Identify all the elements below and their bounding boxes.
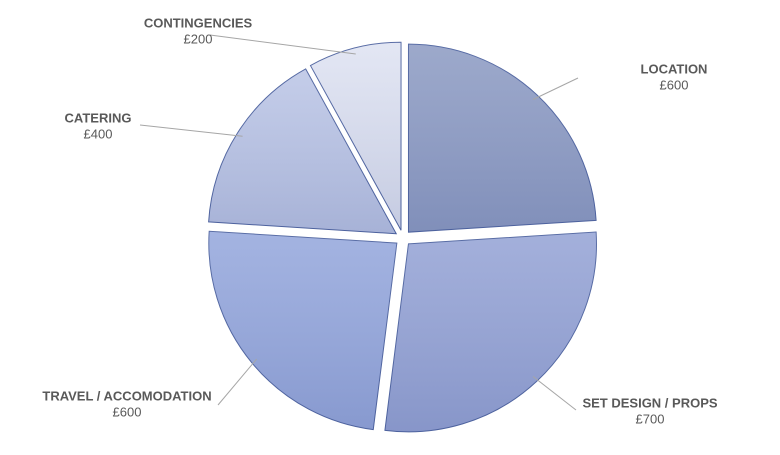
slice-value-label: £400 bbox=[84, 126, 113, 141]
leader-line bbox=[139, 124, 243, 137]
slice-shade bbox=[384, 232, 597, 432]
slice-label: CONTINGENCIES bbox=[144, 15, 253, 30]
slice-label: TRAVEL / ACCOMODATION bbox=[42, 388, 211, 403]
slice-value-label: £600 bbox=[113, 404, 142, 419]
slice-label: SET DESIGN / PROPS bbox=[582, 395, 717, 410]
slice-shade bbox=[310, 42, 402, 231]
slice-shade bbox=[208, 231, 397, 430]
slice-shade bbox=[208, 68, 397, 234]
slice-value-label: £200 bbox=[184, 31, 213, 46]
slice-label: CATERING bbox=[65, 110, 132, 125]
leader-line bbox=[217, 358, 257, 406]
slice-shade bbox=[408, 44, 597, 233]
leader-line bbox=[532, 77, 579, 100]
slice-value-label: £600 bbox=[660, 77, 689, 92]
leader-line bbox=[532, 376, 577, 411]
leader-line bbox=[209, 34, 356, 55]
slice-label: LOCATION bbox=[641, 61, 708, 76]
slice-value-label: £700 bbox=[636, 411, 665, 426]
